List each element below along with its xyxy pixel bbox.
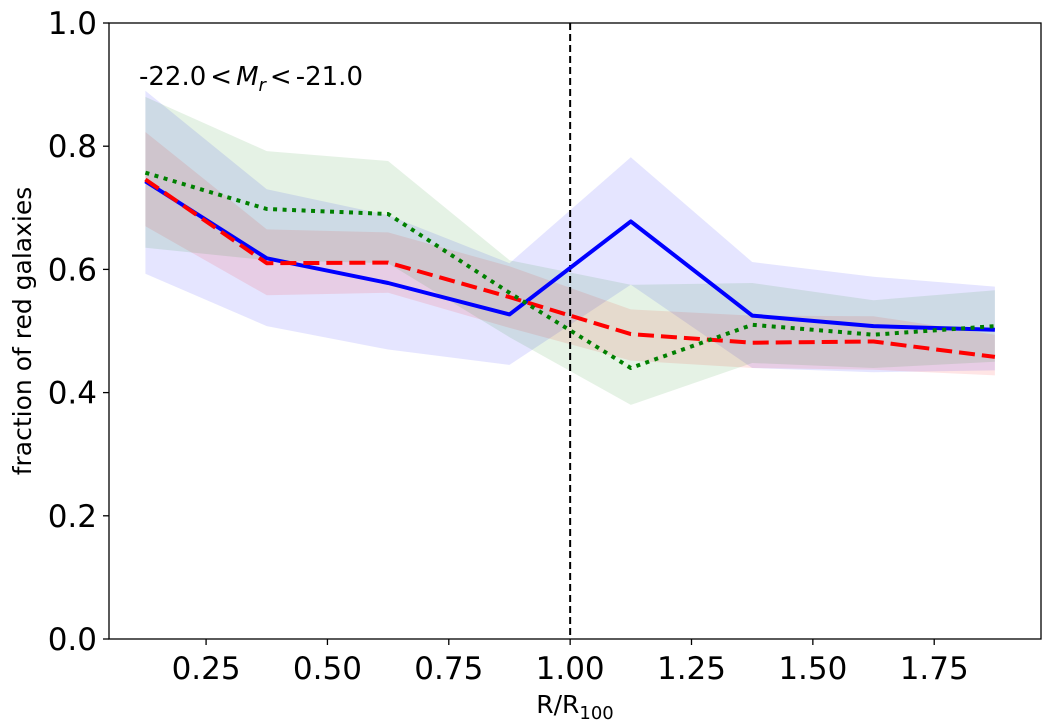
error-band-blue-solid — [145, 90, 995, 373]
x-tick-label: 1.50 — [778, 651, 847, 687]
y-axis-title: fraction of red galaxies — [8, 187, 37, 476]
y-tick-label: 0.0 — [48, 622, 97, 658]
annotation-variable: M — [236, 62, 258, 92]
y-tick-label: 1.0 — [48, 6, 97, 42]
y-axis: 0.0 0.2 0.4 0.6 0.8 1.0 — [48, 6, 109, 658]
y-tick-label: 0.6 — [48, 252, 97, 288]
x-tick-label: 0.25 — [172, 651, 241, 687]
annotation-lt-1: < — [210, 62, 232, 92]
series-lines — [144, 170, 996, 370]
x-tick-label: 0.75 — [414, 651, 483, 687]
x-axis-title-main: R/R — [536, 690, 579, 719]
plot-frame — [108, 22, 1042, 640]
series-line-red-dashed — [144, 177, 996, 359]
annotation-suffix: -21.0 — [296, 62, 363, 92]
x-tick-label: 1.75 — [900, 651, 969, 687]
y-tick-label: 0.2 — [48, 499, 97, 535]
x-axis: 0.25 0.50 0.75 1.00 1.25 1.50 1.75 — [172, 639, 969, 687]
magnitude-range-annotation: -22.0 < Mr < -21.0 — [139, 62, 363, 96]
annotation-prefix: -22.0 — [139, 62, 206, 92]
x-axis-title-subscript: 100 — [579, 703, 613, 724]
x-axis-title: R/R100 — [536, 690, 614, 724]
x-tick-label: 1.25 — [657, 651, 726, 687]
y-tick-label: 0.8 — [48, 129, 97, 165]
annotation-lt-2: < — [270, 62, 292, 92]
annotation-variable-subscript: r — [259, 75, 268, 96]
x-tick-label: 0.50 — [293, 651, 362, 687]
y-tick-label: 0.4 — [48, 376, 97, 412]
x-tick-label: 1.00 — [536, 651, 605, 687]
